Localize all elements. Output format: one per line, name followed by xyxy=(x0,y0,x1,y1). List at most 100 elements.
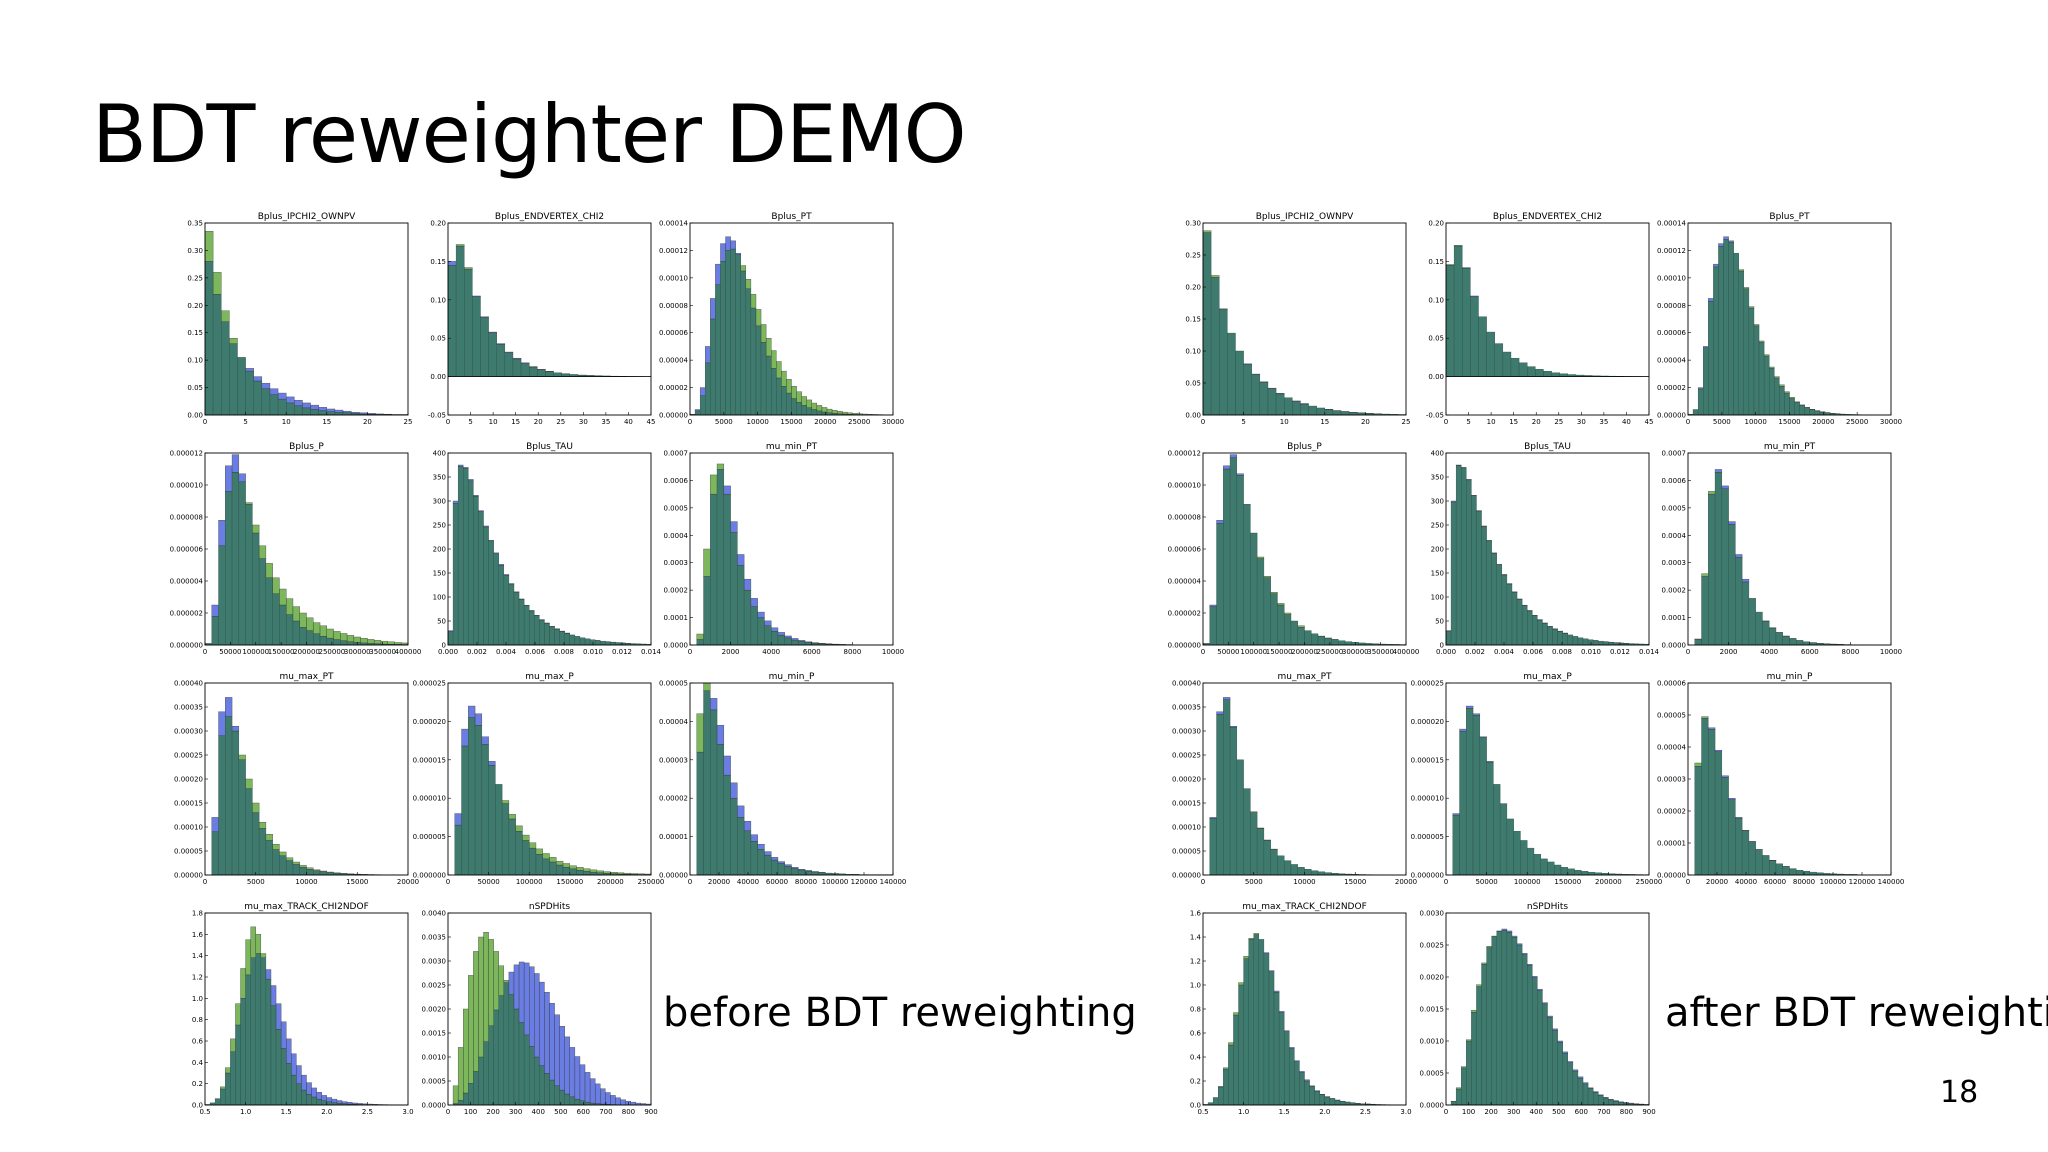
x-tick-label: 800 xyxy=(622,1108,635,1116)
bar-target xyxy=(1202,230,1212,233)
bar-target xyxy=(556,860,564,866)
x-tick-label: 250000 xyxy=(638,878,665,886)
x-tick-label: 6000 xyxy=(1801,648,1819,656)
x-tick-label: 0.004 xyxy=(496,648,517,656)
y-tick-label: 0.00 xyxy=(430,373,446,381)
bar-overlap xyxy=(777,863,785,876)
x-tick-label: 15000 xyxy=(1778,418,1800,426)
bar-overlap xyxy=(791,639,799,646)
bar-overlap xyxy=(737,565,745,646)
bar-overlap xyxy=(265,577,273,646)
bar-overlap xyxy=(498,995,505,1106)
bar-overlap xyxy=(757,849,765,876)
bar-overlap xyxy=(561,373,571,377)
x-tick-label: 15000 xyxy=(346,878,368,886)
y-tick-label: 150 xyxy=(433,570,446,578)
x-tick-label: 0 xyxy=(1201,878,1205,886)
bars xyxy=(1452,705,1650,876)
bar-overlap xyxy=(776,377,782,416)
bar-overlap xyxy=(1227,332,1236,416)
bar-overlap xyxy=(750,841,758,876)
bar-original xyxy=(777,861,785,864)
x-tick-label: 200000 xyxy=(293,648,320,656)
bar-original xyxy=(1236,473,1244,476)
bar-overlap xyxy=(1486,540,1492,646)
x-tick-label: 10 xyxy=(282,418,291,426)
bar-overlap xyxy=(1694,639,1702,646)
bar-original xyxy=(569,1047,576,1098)
y-tick-label: 350 xyxy=(433,474,446,482)
bar-overlap xyxy=(1694,765,1702,876)
x-tick-label: 0 xyxy=(203,418,207,426)
x-tick-label: 100000 xyxy=(242,648,269,656)
slide-title: BDT reweighter DEMO xyxy=(92,88,967,181)
bar-overlap xyxy=(1782,866,1790,876)
bar-overlap xyxy=(1567,868,1575,876)
x-tick-label: 15000 xyxy=(780,418,802,426)
bars xyxy=(211,697,409,876)
x-tick-label: 0 xyxy=(1201,648,1205,656)
bar-original xyxy=(452,500,459,504)
y-tick-label: 0.00002 xyxy=(1657,808,1686,816)
bar-overlap xyxy=(562,867,570,876)
bar-target xyxy=(765,337,772,357)
bar-target xyxy=(745,279,752,290)
bar-original xyxy=(1496,930,1503,932)
bar-overlap xyxy=(1516,599,1523,646)
bar-original xyxy=(750,834,758,842)
histogram-mu-max-pt: mu_max_PT 0.00000 0.00005 0.00010 0.00015 0.0… xyxy=(1172,672,1417,886)
x-tick-label: 20 xyxy=(363,418,372,426)
x-tick-label: 100000 xyxy=(516,878,543,886)
bar-target xyxy=(1763,354,1770,357)
bar-target xyxy=(306,617,314,631)
histogram-mu-max-track-chi2ndof: mu_max_TRACK_CHI2NDOF 0.0 0.2 0.4 0.6 0.8 1.0 1… xyxy=(192,902,414,1116)
bar-target xyxy=(1491,935,1497,937)
bar-target xyxy=(1270,591,1278,594)
bar-overlap xyxy=(1582,1083,1589,1106)
bar-target xyxy=(842,411,848,415)
bar-target xyxy=(1694,762,1702,767)
bar-overlap xyxy=(1236,475,1244,646)
bar-overlap xyxy=(1472,715,1481,876)
bar-target xyxy=(1701,716,1709,719)
x-tick-label: 0.006 xyxy=(525,648,546,656)
bar-target xyxy=(285,857,294,861)
bar-target xyxy=(1263,575,1271,578)
plot-title: mu_min_PT xyxy=(766,442,818,452)
bar-overlap xyxy=(1478,316,1487,377)
y-tick-label: 0.00000 xyxy=(1172,872,1201,880)
bar-overlap xyxy=(346,641,355,646)
bar-overlap xyxy=(1598,640,1604,646)
y-tick-label: 0.00030 xyxy=(174,728,203,736)
bar-original xyxy=(1263,952,1270,954)
bar-original xyxy=(716,725,725,745)
y-tick-label: 0.0020 xyxy=(1420,974,1445,982)
bars xyxy=(1694,716,1892,876)
x-tick-label: 0 xyxy=(1444,878,1448,886)
bar-overlap xyxy=(1521,605,1528,646)
bar-overlap xyxy=(1455,465,1462,646)
bar-overlap xyxy=(735,254,741,416)
bar-overlap xyxy=(574,636,581,646)
y-tick-label: 0.0025 xyxy=(422,982,447,990)
bar-overlap xyxy=(1210,277,1220,416)
bar-overlap xyxy=(292,620,300,646)
bars xyxy=(204,231,409,416)
bar-overlap xyxy=(594,640,601,646)
x-tick-label: 10000 xyxy=(882,648,904,656)
y-tick-label: 0.00002 xyxy=(1657,384,1686,392)
bar-original xyxy=(770,857,779,861)
bar-overlap xyxy=(464,268,473,377)
bar-overlap xyxy=(1526,965,1533,1106)
x-tick-label: 0 xyxy=(1686,648,1690,656)
bar-original xyxy=(554,1014,560,1087)
histogram-bplus-tau: Bplus_TAU 0 50 100 150 200 250 300 350 400 0.000 0.… xyxy=(1431,442,1660,656)
plot-title: mu_min_PT xyxy=(1764,442,1816,452)
x-tick-label: 0 xyxy=(1686,418,1690,426)
y-tick-label: 0.000000 xyxy=(1168,642,1201,650)
y-tick-label: 0.000004 xyxy=(170,578,204,586)
bar-target xyxy=(265,833,273,841)
bar-overlap xyxy=(504,352,514,377)
bar-original xyxy=(1713,263,1719,268)
bar-overlap xyxy=(1253,934,1260,1106)
